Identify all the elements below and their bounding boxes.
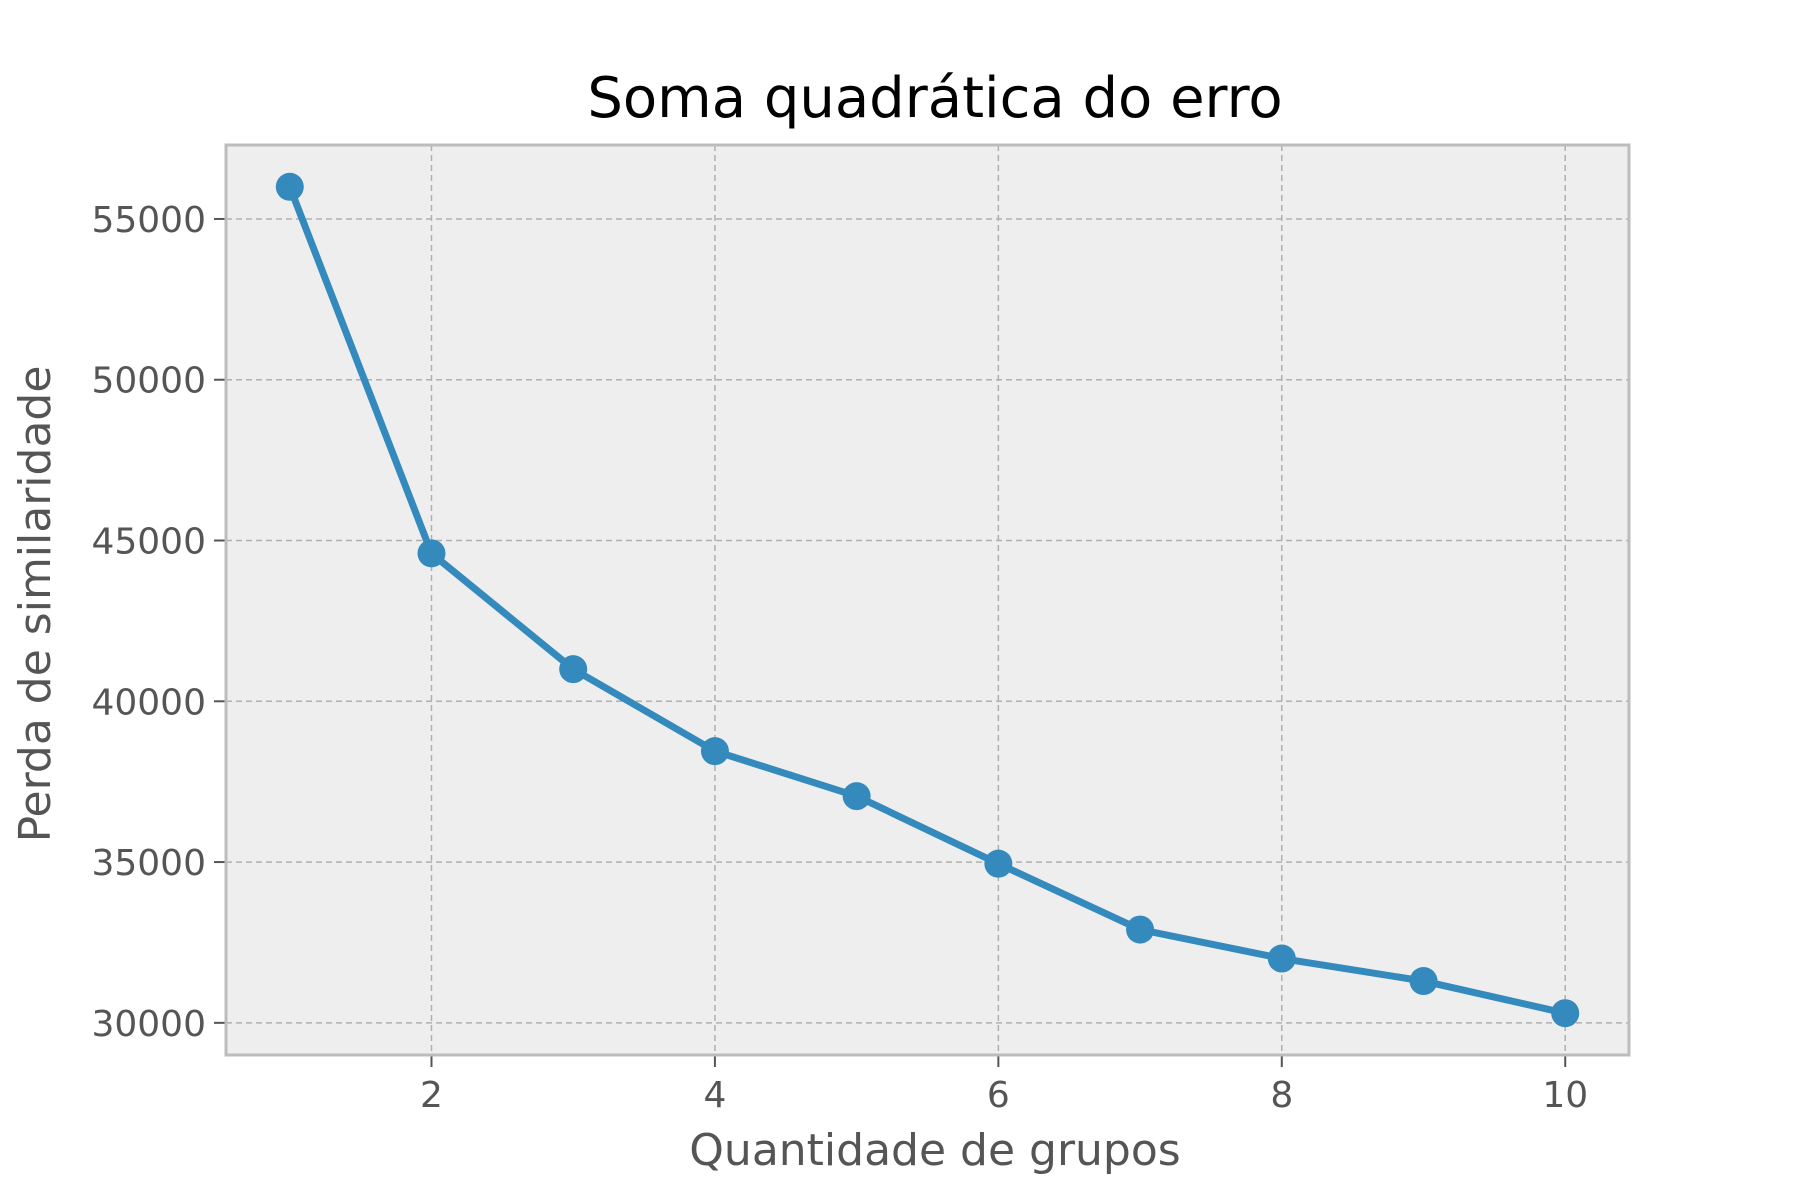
series-line <box>286 183 1569 1017</box>
y-axis-label: Perda de similaridade <box>10 366 61 843</box>
axis-ticks: 2 4 6 8 10 30000 35000 40000 45000 50000 55000 <box>91 200 1588 1116</box>
y-tick-label: 55000 <box>91 200 206 241</box>
grid-lines <box>226 145 1629 1055</box>
x-tick-label: 6 <box>987 1075 1010 1116</box>
y-tick-label: 35000 <box>91 843 206 884</box>
x-axis-label: Quantidade de grupos <box>689 1125 1180 1176</box>
x-tick-label: 8 <box>1270 1075 1293 1116</box>
data-point <box>1409 967 1438 996</box>
data-point <box>417 539 446 568</box>
x-tick-label: 2 <box>420 1075 443 1116</box>
chart-title: Soma quadrática do erro <box>587 66 1282 131</box>
y-tick-label: 30000 <box>91 1004 206 1045</box>
data-point <box>1126 915 1155 944</box>
plot-frame <box>224 143 1631 1057</box>
data-point <box>559 655 588 684</box>
x-tick-label: 4 <box>703 1075 726 1116</box>
data-point <box>275 172 304 201</box>
data-point <box>1551 999 1580 1028</box>
series-line-group <box>275 172 1580 1028</box>
y-tick-label: 50000 <box>91 361 206 402</box>
x-tick-label: 10 <box>1542 1075 1588 1116</box>
data-point <box>700 737 729 766</box>
y-tick-label: 40000 <box>91 682 206 723</box>
y-tick-label: 45000 <box>91 522 206 563</box>
data-point <box>984 849 1013 878</box>
data-point <box>842 782 871 811</box>
data-point <box>1267 944 1296 973</box>
plot-area <box>226 145 1629 1055</box>
